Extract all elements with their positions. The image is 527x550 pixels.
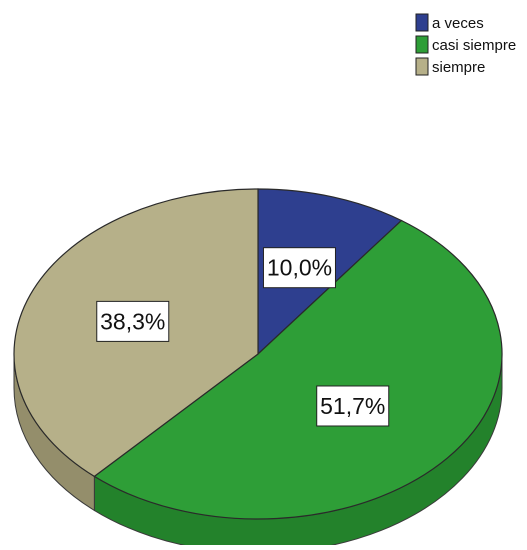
legend-item-a-veces: a veces [415,13,484,32]
data-label-box [96,300,170,342]
legend: a veces casi siempre siempre [415,13,516,76]
data-labels: 10,0% 51,7% 38,3% [96,247,390,427]
legend-swatch [415,57,429,76]
data-label-casi-siempre: 51,7% [316,385,390,427]
data-label-box [316,385,390,427]
data-label-text: 51,7% [320,393,385,419]
data-label-box [262,247,336,289]
legend-label: casi siempre [432,37,516,54]
pie-slices [13,188,503,520]
legend-swatch [415,13,429,32]
legend-label: siempre [432,59,485,76]
data-label-text: 38,3% [100,308,165,334]
pie-slice-casi-siempre [93,219,503,520]
legend-label: a veces [432,15,484,32]
legend-item-casi-siempre: casi siempre [415,35,516,54]
legend-item-siempre: siempre [415,57,485,76]
data-label-text: 10,0% [267,255,332,281]
legend-swatch [415,35,429,54]
data-label-siempre: 38,3% [96,300,170,342]
data-label-a-veces: 10,0% [262,247,336,289]
